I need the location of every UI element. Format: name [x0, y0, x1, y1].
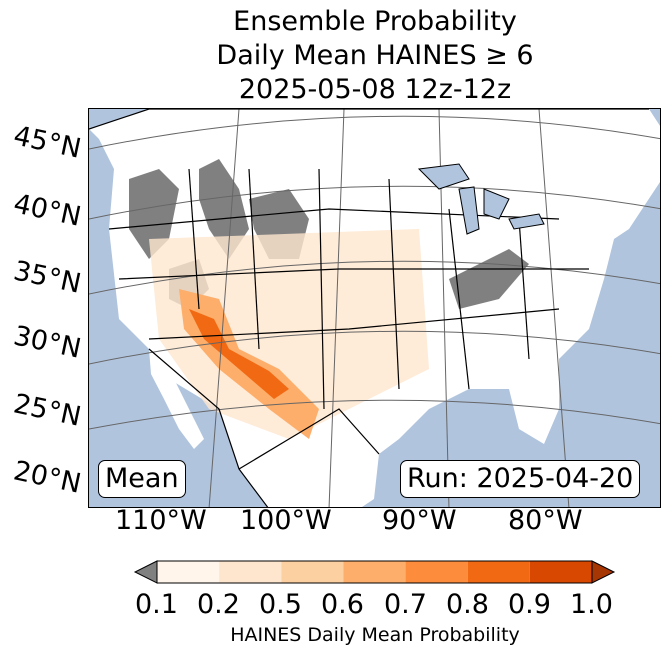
colorbar-tick-0.6: 0.6 — [321, 589, 364, 620]
colorbar-under-triangle — [133, 560, 158, 584]
colorbar-tick-0.5: 0.5 — [259, 589, 302, 620]
lon-label-80w: 80°W — [508, 505, 583, 536]
lon-label-100w: 100°W — [240, 505, 332, 536]
lon-label-90w: 90°W — [382, 505, 457, 536]
title-line-1: Ensemble Probability — [233, 6, 517, 37]
prob-area-0.1-0.2 — [149, 229, 429, 439]
colorbar-segment — [219, 561, 282, 583]
title-line-2: Daily Mean HAINES ≥ 6 — [216, 40, 534, 71]
title-line-3: 2025-05-08 12z-12z — [238, 74, 512, 105]
colorbar-label: HAINES Daily Mean Probability — [230, 624, 520, 646]
colorbar-segment — [343, 561, 406, 583]
baja-peninsula — [149, 349, 204, 449]
mean-label-box: Mean — [98, 460, 186, 498]
no-data-area-appalachia — [449, 249, 529, 309]
colorbar-tick-0.1: 0.1 — [135, 589, 178, 620]
map-panel — [88, 108, 661, 508]
colorbar-border — [156, 560, 593, 584]
colorbar-tick-0.9: 0.9 — [508, 589, 551, 620]
colorbar-tick-0.8: 0.8 — [446, 589, 489, 620]
state-borders — [89, 109, 649, 507]
colorbar-segment — [157, 561, 220, 583]
run-label-box: Run: 2025-04-20 — [400, 460, 641, 498]
prob-area-0.6-0.7 — [189, 309, 289, 399]
no-data-area-rockies — [199, 159, 249, 259]
colorbar-segment — [405, 561, 468, 583]
map-canvas — [89, 109, 660, 507]
colorbar-segment — [281, 561, 344, 583]
lon-label-110w: 110°W — [115, 505, 207, 536]
colorbar-tick-1.0: 1.0 — [570, 589, 613, 620]
great-lakes — [417, 163, 545, 235]
colorbar-tick-0.2: 0.2 — [197, 589, 240, 620]
colorbar-over-triangle — [591, 560, 616, 584]
colorbar-segment — [529, 561, 592, 583]
no-data-area-northwest — [129, 169, 179, 259]
colorbar-segment — [467, 561, 530, 583]
colorbar-tick-0.7: 0.7 — [384, 589, 427, 620]
